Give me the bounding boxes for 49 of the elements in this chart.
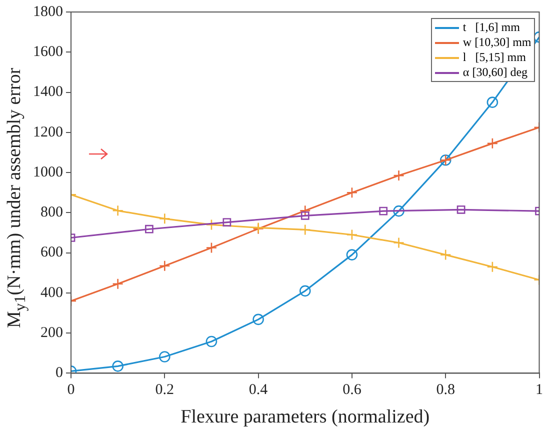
x-tick-label: 0.4 xyxy=(248,382,268,398)
point xyxy=(112,278,124,290)
point xyxy=(112,205,124,216)
point xyxy=(346,229,358,240)
point xyxy=(222,218,232,226)
y-tick-label: 800 xyxy=(40,204,63,221)
point xyxy=(159,351,170,362)
point xyxy=(393,170,404,182)
point xyxy=(252,314,264,326)
point xyxy=(206,242,218,254)
x-tick-label: 0.8 xyxy=(436,382,455,398)
point xyxy=(486,96,498,108)
legend-label: α [30,60] deg xyxy=(462,65,528,80)
point xyxy=(299,205,311,216)
point xyxy=(346,186,358,198)
y-tick-label: 1400 xyxy=(33,84,63,100)
point xyxy=(299,285,311,297)
y-tick-label: 600 xyxy=(40,244,63,261)
point xyxy=(440,249,452,260)
y-tick-label: 1200 xyxy=(33,124,63,140)
point xyxy=(300,211,310,220)
point xyxy=(112,360,124,372)
point xyxy=(486,261,498,272)
point xyxy=(486,138,498,150)
y-tick-label: 400 xyxy=(40,284,63,301)
x-tick-label: 1 xyxy=(536,382,543,398)
point xyxy=(393,237,404,248)
point xyxy=(393,205,404,217)
point xyxy=(206,219,218,230)
y-tick-label: 0 xyxy=(56,365,63,382)
point xyxy=(145,224,154,234)
point xyxy=(159,213,170,224)
y-tick-label: 1600 xyxy=(33,44,63,60)
point xyxy=(346,249,358,260)
x-tick-label: 0.2 xyxy=(155,382,174,398)
point xyxy=(379,206,388,216)
x-tick-label: 0 xyxy=(67,382,75,398)
y-tick-label: 1800 xyxy=(33,4,63,20)
x-tick-label: 0.6 xyxy=(342,382,362,398)
y-tick-label: 1000 xyxy=(33,164,63,180)
legend-label: w [10,30] mm xyxy=(462,35,532,50)
legend-label: t [1,6] mm xyxy=(462,20,520,35)
point xyxy=(299,224,311,236)
point xyxy=(159,260,170,272)
y-tick-label: 200 xyxy=(40,325,63,342)
x-axis-title: Flexure parameters (normalized) xyxy=(180,406,430,428)
point xyxy=(456,205,466,214)
legend-label: l [5,15] mm xyxy=(462,50,526,65)
point xyxy=(206,336,218,348)
